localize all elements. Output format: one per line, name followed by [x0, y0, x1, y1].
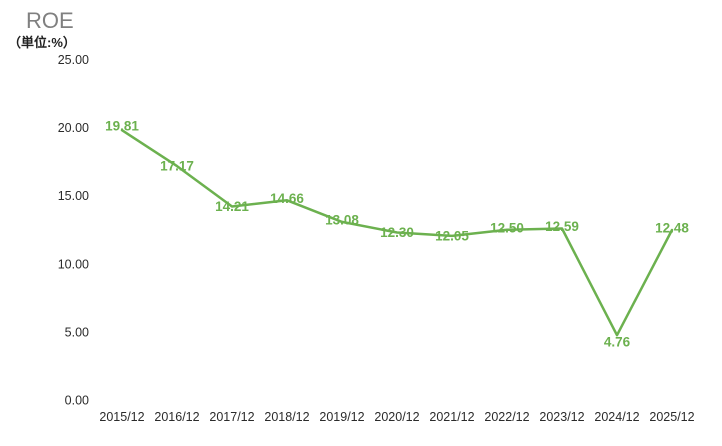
data-point-label: 4.76 — [604, 335, 631, 350]
x-axis-tick-label: 2020/12 — [374, 410, 419, 424]
data-point-label: 17.17 — [160, 159, 194, 174]
data-point-label: 12.30 — [380, 225, 414, 240]
y-axis-tick-label: 25.00 — [58, 53, 89, 67]
data-point-label: 12.48 — [655, 221, 689, 236]
x-axis-tick-label: 2021/12 — [429, 410, 474, 424]
y-axis-tick-label: 20.00 — [58, 121, 89, 135]
chart-unit-label: （単位:%） — [8, 35, 76, 50]
y-axis-tick-label: 15.00 — [58, 189, 89, 203]
y-axis-tick-label: 10.00 — [58, 257, 89, 271]
data-point-label: 14.66 — [270, 191, 304, 206]
x-axis-tick-label: 2025/12 — [649, 410, 694, 424]
data-point-label: 13.08 — [325, 212, 359, 227]
x-axis-tick-label: 2024/12 — [594, 410, 639, 424]
chart-title: ROE — [26, 8, 74, 33]
y-axis-tick-label: 0.00 — [65, 394, 89, 408]
x-axis-tick-label: 2018/12 — [264, 410, 309, 424]
data-point-label: 12.05 — [435, 228, 469, 243]
x-axis-tick-label: 2017/12 — [209, 410, 254, 424]
x-axis-tick-label: 2023/12 — [539, 410, 584, 424]
data-point-label: 12.50 — [490, 220, 524, 235]
data-point-label: 19.81 — [105, 119, 139, 134]
x-axis-tick-label: 2016/12 — [154, 410, 199, 424]
x-axis-tick-label: 2019/12 — [319, 410, 364, 424]
y-axis-tick-label: 5.00 — [65, 325, 89, 339]
x-axis-tick-label: 2015/12 — [99, 410, 144, 424]
x-axis-tick-label: 2022/12 — [484, 410, 529, 424]
data-point-label: 14.21 — [215, 199, 249, 214]
roe-series-line — [120, 128, 674, 337]
data-point-label: 12.59 — [545, 219, 579, 234]
